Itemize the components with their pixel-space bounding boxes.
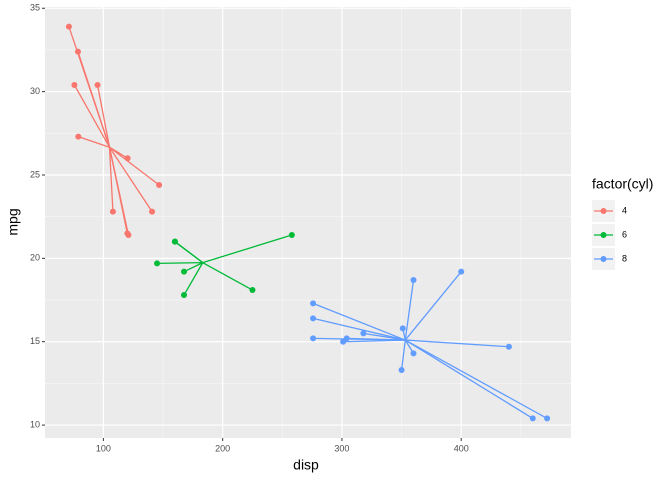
y-tick-label: 35 xyxy=(30,3,40,13)
legend-point xyxy=(600,208,607,214)
point xyxy=(171,238,178,245)
spoke xyxy=(405,339,509,348)
point xyxy=(249,287,256,294)
point xyxy=(124,155,131,162)
legend-title: factor(cyl) xyxy=(592,176,653,192)
spoke xyxy=(202,262,253,291)
legend-label: 4 xyxy=(622,205,627,215)
spoke xyxy=(404,339,534,419)
spoke xyxy=(312,317,406,341)
point xyxy=(75,133,82,140)
spoke xyxy=(73,84,111,148)
spoke xyxy=(404,279,415,341)
y-tick-label: 15 xyxy=(30,336,40,346)
spoke xyxy=(157,261,203,264)
y-tick-label: 10 xyxy=(30,419,40,429)
point xyxy=(125,232,132,239)
spoke xyxy=(312,302,406,341)
y-tick-label: 25 xyxy=(30,169,40,179)
x-tick-label: 200 xyxy=(215,443,230,453)
x-tick-label: 100 xyxy=(96,443,111,453)
point xyxy=(529,415,536,422)
point xyxy=(74,48,81,55)
point xyxy=(410,350,417,357)
spoke xyxy=(109,146,160,186)
point xyxy=(399,325,406,332)
spoke xyxy=(183,262,204,296)
x-tick-label: 400 xyxy=(454,443,469,453)
y-tick-label: 30 xyxy=(30,86,40,96)
legend-label: 8 xyxy=(622,253,627,263)
spoke xyxy=(108,147,114,212)
spoke xyxy=(343,339,406,343)
spoke xyxy=(404,339,548,419)
point xyxy=(109,208,116,215)
x-axis-title: disp xyxy=(293,457,319,473)
spoke xyxy=(78,136,110,148)
point xyxy=(65,23,72,30)
point xyxy=(71,81,78,88)
point xyxy=(94,81,101,88)
y-axis-title: mpg xyxy=(5,208,21,235)
spoke xyxy=(108,147,130,236)
point xyxy=(544,415,551,422)
point xyxy=(149,208,156,215)
point xyxy=(310,335,317,342)
point xyxy=(156,181,163,188)
point xyxy=(181,292,188,299)
spoke xyxy=(96,84,111,148)
spoke xyxy=(109,146,128,159)
point xyxy=(398,367,405,374)
point xyxy=(505,343,512,350)
panel xyxy=(45,7,571,438)
spoke xyxy=(174,241,204,264)
spoke xyxy=(202,234,293,264)
point xyxy=(458,268,465,275)
spoke xyxy=(404,271,462,341)
point xyxy=(340,338,347,345)
spoke xyxy=(68,26,111,148)
legend-label: 6 xyxy=(622,229,627,239)
spoke xyxy=(183,262,204,273)
x-tick-label: 300 xyxy=(334,443,349,453)
point xyxy=(310,315,317,322)
point xyxy=(410,277,417,284)
spoke xyxy=(108,146,153,213)
spoke xyxy=(363,332,406,341)
point xyxy=(288,232,295,239)
point xyxy=(360,330,367,337)
legend-point xyxy=(600,232,607,238)
point xyxy=(181,268,188,275)
legend-point xyxy=(600,256,607,262)
y-tick-label: 20 xyxy=(30,253,40,263)
point xyxy=(310,300,317,307)
spoke xyxy=(400,339,406,371)
point xyxy=(154,260,161,267)
